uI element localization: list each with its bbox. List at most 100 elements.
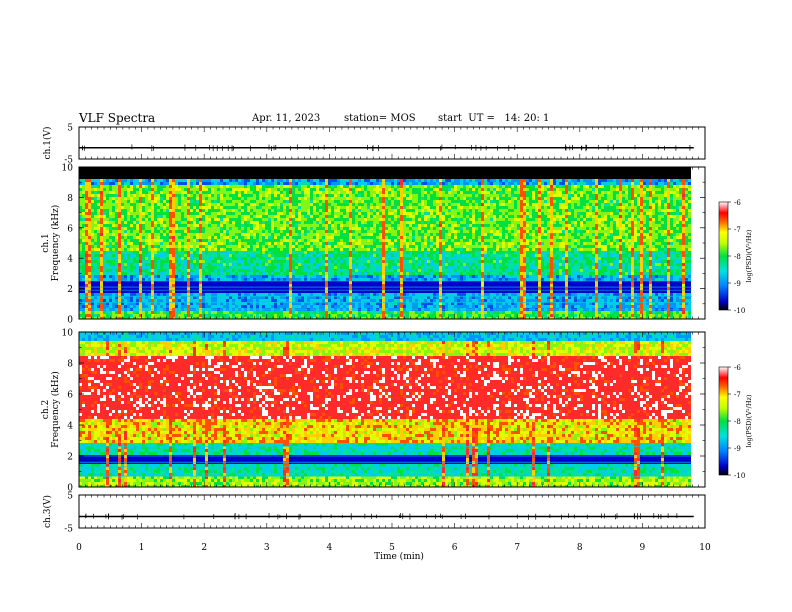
ch1-spectrogram-cell (196, 314, 199, 317)
ch1-spectrogram-cell (514, 278, 517, 281)
ch1-spectrogram-cell (268, 221, 271, 233)
ch1-spectrogram-cell (109, 191, 112, 194)
ch1-spectrogram-cell (229, 206, 232, 209)
ch1-spectrogram-cell (457, 305, 460, 311)
ch1-spectrogram-cell (223, 263, 226, 266)
ch1-spectrogram-cell (187, 215, 190, 221)
ch1-spectrogram-cell (151, 227, 154, 233)
ch1-spectrogram-cell (322, 200, 325, 203)
ch1-spectrogram-cell (433, 278, 436, 281)
ch1-spectrogram-cell (406, 227, 409, 233)
ch1-spectrogram-cell (331, 188, 334, 191)
ch1-spectrogram-cell (430, 224, 433, 227)
ch1-spectrogram-cell (166, 305, 169, 308)
ch1-spectrogram-cell (418, 224, 421, 230)
ch1-spectrogram-cell (361, 182, 364, 185)
ch1-spectrogram-cell (100, 185, 103, 191)
ch1-spectrogram-cell (460, 302, 463, 305)
ch1-spectrogram-cell (484, 269, 487, 275)
ch1-spectrogram-cell (157, 230, 160, 233)
ch1-spectrogram-cell (226, 185, 229, 188)
ch1-spectrogram-cell (199, 239, 202, 242)
ch1-spectrogram-cell (223, 314, 226, 319)
ch1-spectrogram-cell (124, 179, 127, 182)
ch1-spectrogram-cell (283, 218, 286, 221)
ch1-spectrogram-cell (397, 188, 400, 191)
ch1-spectrogram-cell (103, 197, 106, 200)
ch1-spectrogram-cell (295, 278, 298, 281)
ch1-spectrogram-cell (91, 251, 94, 257)
ch1-spectrogram-cell (118, 197, 121, 212)
ch1-spectrogram-cell (388, 272, 391, 275)
ch1-spectrogram-cell (274, 233, 277, 236)
ch1-spectrogram-cell (136, 257, 139, 260)
ch1-spectrogram-cell (325, 185, 328, 188)
ch1-spectrogram-cell (214, 311, 217, 314)
ch1-spectrogram-cell (238, 203, 241, 206)
ch1-spectrogram-cell (475, 200, 478, 203)
ch1-spectrogram-cell (451, 182, 454, 185)
ch1-spectrogram-cell (256, 215, 259, 218)
ch1-spectrogram-cell (247, 197, 250, 203)
ch1-spectrogram-cell (100, 227, 103, 233)
ch1-spectrogram-cell (217, 167, 220, 179)
ch1-spectrogram-cell (475, 230, 478, 242)
ch1-spectrogram-cell (205, 302, 208, 308)
ch1-spectrogram-cell (424, 302, 427, 308)
ch1-spectrogram-cell (106, 305, 109, 308)
ch1-spectrogram-cell (346, 257, 349, 266)
ch1-spectrogram-cell (112, 266, 115, 275)
ch1-spectrogram-cell (112, 275, 115, 281)
ch1-spectrogram-cell (496, 299, 499, 311)
ch1-spectrogram-cell (283, 179, 286, 182)
ch1-spectrogram-cell (187, 317, 190, 319)
ch1-spectrogram-cell (343, 269, 346, 275)
ch1-spectrogram-cell (214, 167, 217, 179)
ch1-spectrogram-cell (187, 188, 190, 194)
ch1-spectrogram-cell (226, 215, 229, 218)
ch1-spectrogram-cell (295, 314, 298, 317)
ch1-spectrogram-cell (427, 263, 430, 266)
ch1-spectrogram-cell (259, 242, 262, 260)
ch1-spectrogram-cell (469, 251, 472, 254)
ch1-spectrogram-cell (109, 272, 112, 275)
ch1-spectrogram-cell (331, 305, 334, 308)
ch1-spectrogram-cell (307, 230, 310, 233)
ch1-spectrogram-cell (82, 191, 85, 194)
ch1-spectrogram-cell (247, 191, 250, 194)
ch1-spectrogram-cell (487, 224, 490, 227)
ch1-spectrogram-cell (337, 305, 340, 308)
ch1-spectrogram-cell (436, 188, 439, 191)
ch1-spectrogram-cell (352, 269, 355, 272)
ch1-spectrogram-cell (487, 188, 490, 191)
ch1-spectrogram-cell (382, 242, 385, 257)
ch1-spectrogram-cell (316, 293, 319, 296)
ch1-spectrogram-cell (280, 257, 283, 260)
ch1-spectrogram-cell (466, 245, 469, 248)
ch1-spectrogram-cell (205, 191, 208, 194)
ch1-spectrogram-cell (502, 182, 505, 185)
ch1-spectrogram-cell (79, 239, 82, 242)
ch1-spectrogram-cell (334, 311, 337, 314)
ch1-spectrogram-cell (520, 254, 523, 266)
ch1-spectrogram-cell (136, 236, 139, 239)
ch1-spectrogram-cell (412, 230, 415, 236)
ch1-spectrogram-cell (184, 179, 187, 182)
ch1-spectrogram-cell (172, 257, 175, 263)
ch1-spectrogram-cell (313, 263, 316, 266)
ch1-spectrogram-cell (502, 239, 505, 242)
ch1-spectrogram-cell (181, 197, 184, 200)
ch1-spectrogram-cell (424, 266, 427, 272)
ch1-spectrogram-cell (103, 245, 106, 251)
ch1-spectrogram-cell (259, 206, 262, 209)
ch1-spectrogram-cell (97, 314, 100, 317)
ch1-spectrogram-cell (313, 188, 316, 191)
ch1-spectrogram-cell (400, 167, 403, 179)
ch1-spectrogram-cell (244, 242, 247, 248)
ch1-spectrogram-cell (148, 275, 151, 278)
ch1-spectrogram-cell (226, 188, 229, 191)
ch1-spectrogram-cell (142, 188, 145, 194)
ch1-spectrogram-cell (271, 221, 274, 230)
ch1-spectrogram-cell (424, 185, 427, 188)
ch1-spectrogram-cell (97, 254, 100, 257)
